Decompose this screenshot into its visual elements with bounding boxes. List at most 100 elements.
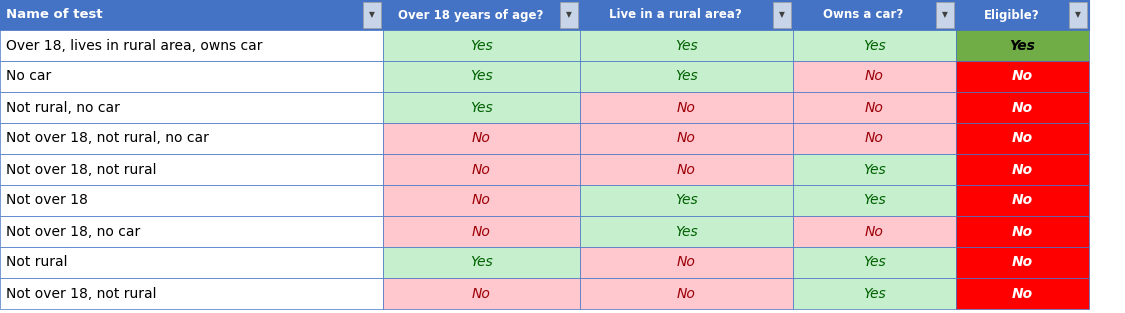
Text: Yes: Yes xyxy=(675,69,698,84)
Text: No car: No car xyxy=(6,69,52,84)
Bar xyxy=(956,61,1089,92)
Bar xyxy=(0,30,382,61)
Text: Over 18, lives in rural area, owns car: Over 18, lives in rural area, owns car xyxy=(6,38,262,53)
Bar xyxy=(793,216,956,247)
Bar xyxy=(0,185,382,216)
Bar xyxy=(580,154,793,185)
Bar xyxy=(956,0,1089,30)
Text: ▼: ▼ xyxy=(369,11,375,19)
Text: Yes: Yes xyxy=(863,286,885,300)
Bar xyxy=(793,92,956,123)
Text: Yes: Yes xyxy=(470,69,493,84)
Text: ▼: ▼ xyxy=(778,11,785,19)
Text: Yes: Yes xyxy=(863,255,885,269)
Bar xyxy=(0,61,382,92)
Bar xyxy=(956,92,1089,123)
Text: Yes: Yes xyxy=(863,193,885,208)
Text: No: No xyxy=(865,100,884,115)
Text: Yes: Yes xyxy=(470,255,493,269)
Bar xyxy=(793,61,956,92)
Bar xyxy=(793,278,956,309)
Bar xyxy=(382,30,580,61)
Text: No: No xyxy=(472,131,490,146)
Bar xyxy=(793,247,956,278)
Bar xyxy=(382,216,580,247)
Text: Not over 18: Not over 18 xyxy=(6,193,88,208)
Text: No: No xyxy=(865,69,884,84)
Bar xyxy=(956,123,1089,154)
Bar xyxy=(580,123,793,154)
Bar xyxy=(0,92,382,123)
Bar xyxy=(956,185,1089,216)
Bar xyxy=(0,123,382,154)
Text: Eligible?: Eligible? xyxy=(983,8,1040,22)
Bar xyxy=(382,278,580,309)
Text: Not over 18, not rural, no car: Not over 18, not rural, no car xyxy=(6,131,209,146)
Text: No: No xyxy=(1012,69,1033,84)
Text: Not over 18, not rural: Not over 18, not rural xyxy=(6,286,156,300)
Bar xyxy=(0,216,382,247)
Bar xyxy=(580,30,793,61)
Text: No: No xyxy=(865,131,884,146)
Bar xyxy=(560,2,578,28)
Bar xyxy=(382,0,580,30)
Text: Yes: Yes xyxy=(863,38,885,53)
Bar xyxy=(956,278,1089,309)
Text: No: No xyxy=(1012,286,1033,300)
Text: Yes: Yes xyxy=(470,38,493,53)
Bar xyxy=(793,30,956,61)
Bar xyxy=(956,154,1089,185)
Text: Not over 18, not rural: Not over 18, not rural xyxy=(6,162,156,177)
Text: No: No xyxy=(472,286,490,300)
Text: Yes: Yes xyxy=(1009,38,1035,53)
Text: No: No xyxy=(1012,100,1033,115)
Bar xyxy=(382,61,580,92)
Bar xyxy=(363,2,381,28)
Bar xyxy=(793,123,956,154)
Text: Yes: Yes xyxy=(675,38,698,53)
Text: No: No xyxy=(677,100,696,115)
Bar xyxy=(580,185,793,216)
Bar xyxy=(956,247,1089,278)
Text: No: No xyxy=(677,162,696,177)
Bar xyxy=(580,61,793,92)
Text: No: No xyxy=(677,286,696,300)
Bar xyxy=(382,154,580,185)
Text: No: No xyxy=(1012,193,1033,208)
Bar xyxy=(580,92,793,123)
Text: No: No xyxy=(1012,255,1033,269)
Text: Owns a car?: Owns a car? xyxy=(824,8,903,22)
Bar xyxy=(1069,2,1087,28)
Bar xyxy=(773,2,791,28)
Text: Yes: Yes xyxy=(863,162,885,177)
Bar xyxy=(793,185,956,216)
Text: No: No xyxy=(677,255,696,269)
Text: No: No xyxy=(472,162,490,177)
Text: Live in a rural area?: Live in a rural area? xyxy=(609,8,741,22)
Bar xyxy=(0,278,382,309)
Bar xyxy=(580,278,793,309)
Text: ▼: ▼ xyxy=(566,11,572,19)
Text: No: No xyxy=(677,131,696,146)
Bar xyxy=(936,2,954,28)
Bar xyxy=(382,185,580,216)
Bar xyxy=(0,247,382,278)
Text: No: No xyxy=(472,193,490,208)
Text: Yes: Yes xyxy=(675,224,698,239)
Bar xyxy=(580,247,793,278)
Text: Not rural: Not rural xyxy=(6,255,68,269)
Text: ▼: ▼ xyxy=(942,11,948,19)
Text: No: No xyxy=(1012,131,1033,146)
Text: Yes: Yes xyxy=(675,193,698,208)
Text: ▼: ▼ xyxy=(1076,11,1081,19)
Bar xyxy=(580,0,793,30)
Bar xyxy=(956,216,1089,247)
Text: No: No xyxy=(1012,224,1033,239)
Text: No: No xyxy=(1012,162,1033,177)
Bar xyxy=(0,154,382,185)
Text: Yes: Yes xyxy=(470,100,493,115)
Text: Over 18 years of age?: Over 18 years of age? xyxy=(398,8,543,22)
Bar xyxy=(382,92,580,123)
Bar xyxy=(382,123,580,154)
Bar xyxy=(793,154,956,185)
